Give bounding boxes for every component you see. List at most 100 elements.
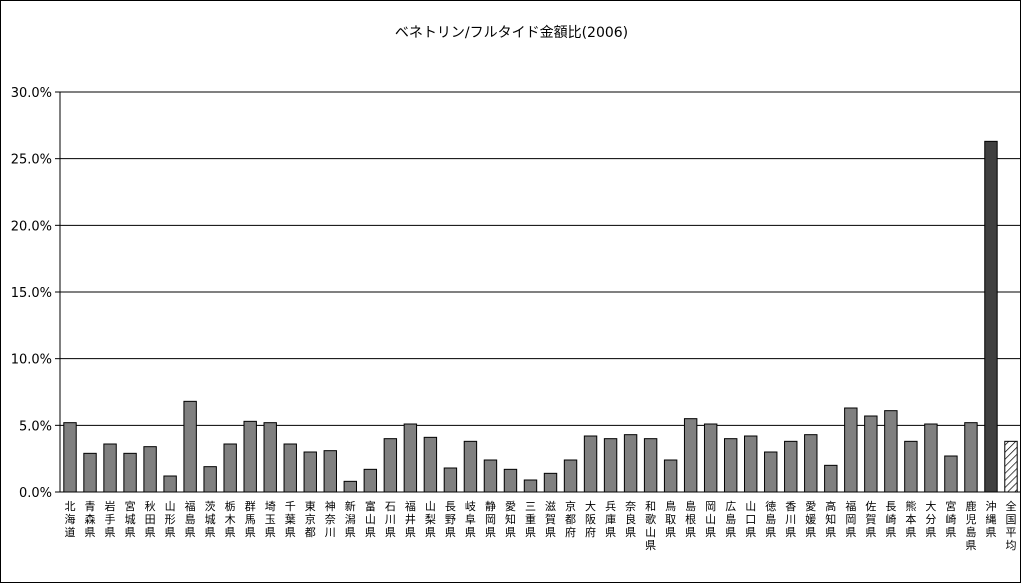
bar-30 xyxy=(643,438,658,493)
y-tick-label: 0.0% xyxy=(19,486,52,501)
bar-15 xyxy=(343,480,358,493)
bar-24 xyxy=(523,479,538,493)
x-tick-label: 大分県 xyxy=(925,499,936,539)
x-tick-label: 北海道 xyxy=(65,500,76,539)
bar-27 xyxy=(583,435,598,493)
bar-20 xyxy=(443,467,458,493)
x-tick-label: 新潟県 xyxy=(345,499,356,539)
x-tick-label: 静岡県 xyxy=(485,499,496,539)
bar-41 xyxy=(864,415,878,493)
bar-16 xyxy=(363,468,378,493)
x-tick-label: 栃木県 xyxy=(225,499,236,539)
y-tick-label: 30.0% xyxy=(11,86,52,101)
bar-8 xyxy=(203,466,217,493)
bar-4 xyxy=(123,452,137,493)
x-tick-label: 富山県 xyxy=(365,499,376,539)
bar-40 xyxy=(844,407,858,493)
bar-44 xyxy=(924,423,938,493)
x-tick-label: 鳥取県 xyxy=(665,499,676,539)
bar-43 xyxy=(904,440,918,493)
x-tick-label: 石川県 xyxy=(385,500,396,539)
bar-25 xyxy=(543,472,558,493)
bar-1 xyxy=(63,422,77,493)
x-tick-label: 千葉県 xyxy=(285,500,296,539)
bar-36 xyxy=(764,451,778,493)
x-tick-label: 全国平均 xyxy=(1005,499,1016,552)
bar-37 xyxy=(784,440,798,493)
bar-38 xyxy=(804,434,818,493)
bar-21 xyxy=(463,440,478,493)
x-tick-label: 沖縄県 xyxy=(985,500,996,539)
bar-7 xyxy=(183,400,197,493)
x-tick-label: 福岡県 xyxy=(845,499,856,539)
chart-title: ベネトリン/フルタイド金額比(2006) xyxy=(394,25,629,41)
x-tick-label: 東京都 xyxy=(305,500,316,539)
x-tick-label: 秋田県 xyxy=(145,499,156,539)
bar-18 xyxy=(403,423,418,493)
x-tick-label: 高知県 xyxy=(825,499,836,539)
bar-31 xyxy=(663,459,678,493)
x-tick-label: 岩手県 xyxy=(105,499,116,539)
x-tick-label: 岡山県 xyxy=(705,500,716,539)
x-tick-label: 埼玉県 xyxy=(265,499,276,539)
y-tick-label: 20.0% xyxy=(11,219,52,234)
bar-48 xyxy=(1004,440,1018,493)
x-tick-label: 福井県 xyxy=(405,499,416,539)
x-tick-label: 群馬県 xyxy=(245,499,256,539)
bar-46 xyxy=(964,422,978,493)
bar-34 xyxy=(723,438,738,493)
bar-6 xyxy=(163,475,177,493)
x-tick-label: 香川県 xyxy=(785,500,796,539)
bar-12 xyxy=(283,443,297,493)
x-tick-label: 愛知県 xyxy=(505,500,516,539)
bar-26 xyxy=(563,459,578,493)
x-tick-label: 奈良県 xyxy=(625,499,636,539)
bar-39 xyxy=(824,464,838,493)
x-tick-label: 和歌山県 xyxy=(645,500,656,552)
bar-13 xyxy=(303,451,317,493)
x-tick-label: 愛媛県 xyxy=(805,500,816,539)
x-tick-label: 茨城県 xyxy=(205,499,216,539)
bar-9 xyxy=(223,443,237,493)
bar-2 xyxy=(83,452,97,493)
bar-11 xyxy=(263,422,277,493)
x-tick-label: 宮崎県 xyxy=(945,499,956,539)
y-tick-label: 10.0% xyxy=(11,353,52,368)
x-tick-label: 福島県 xyxy=(185,499,196,539)
x-tick-label: 鹿児島県 xyxy=(965,499,976,552)
bar-14 xyxy=(323,450,337,493)
x-tick-label: 佐賀県 xyxy=(865,499,876,539)
x-tick-label: 山梨県 xyxy=(425,500,436,539)
bar-22 xyxy=(483,459,498,493)
x-tick-label: 島根県 xyxy=(685,499,696,539)
bar-3 xyxy=(103,443,117,493)
x-tick-label: 青森県 xyxy=(85,500,96,539)
bar-45 xyxy=(944,455,958,493)
x-tick-label: 京都府 xyxy=(565,499,576,539)
x-tick-label: 長野県 xyxy=(445,500,456,539)
x-tick-label: 滋賀県 xyxy=(545,500,556,539)
x-tick-label: 長崎県 xyxy=(885,500,896,539)
bar-23 xyxy=(503,468,518,493)
y-tick-label: 5.0% xyxy=(19,419,52,434)
bar-47 xyxy=(984,140,998,493)
x-tick-label: 広島県 xyxy=(725,500,736,539)
bar-29 xyxy=(623,434,638,493)
bar-42 xyxy=(884,410,898,493)
x-tick-label: 大阪府 xyxy=(585,499,596,539)
x-tick-label: 山形県 xyxy=(165,500,176,539)
y-tick-label: 15.0% xyxy=(11,286,52,301)
x-tick-label: 岐阜県 xyxy=(465,500,476,539)
x-tick-label: 山口県 xyxy=(745,500,756,539)
bar-32 xyxy=(683,418,698,493)
bar-33 xyxy=(703,423,718,493)
bar-35 xyxy=(744,435,758,493)
x-tick-label: 三重県 xyxy=(525,500,536,539)
x-tick-label: 徳島県 xyxy=(765,500,776,539)
bar-10 xyxy=(243,420,257,493)
bar-5 xyxy=(143,446,157,493)
x-tick-label: 宮城県 xyxy=(125,499,136,539)
x-tick-label: 兵庫県 xyxy=(605,500,616,539)
bar-28 xyxy=(603,438,618,493)
